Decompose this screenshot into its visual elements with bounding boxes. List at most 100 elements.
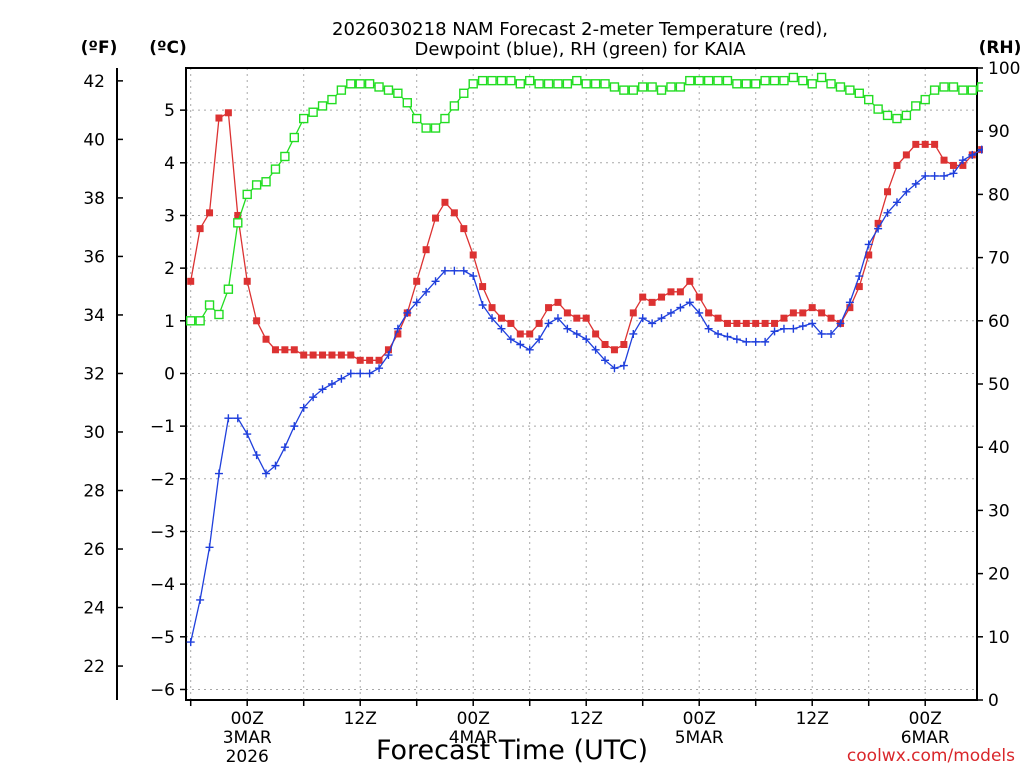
rh-point — [675, 82, 686, 92]
rh-point — [967, 85, 977, 95]
temperature-point — [460, 225, 468, 233]
rh-tick-label: 50 — [988, 375, 1010, 395]
rh-point — [816, 72, 827, 83]
dewpoint-point — [497, 324, 506, 333]
rh-point — [647, 82, 657, 92]
temperature-point — [714, 314, 722, 322]
dewpoint-point — [582, 335, 591, 344]
temperature-point — [450, 209, 458, 217]
dewpoint-point — [770, 327, 779, 336]
x-tick-date: 6MAR — [901, 728, 950, 748]
dewpoint-point — [186, 638, 195, 647]
dewpoint-point — [553, 314, 562, 323]
dewpoint-point — [271, 461, 280, 470]
temperature-point — [723, 319, 731, 327]
temperature-point — [497, 314, 505, 322]
celsius-tick-label: 4 — [164, 154, 175, 174]
dewpoint-point — [243, 430, 252, 439]
rh-point — [223, 284, 234, 294]
rh-point — [393, 88, 403, 98]
dewpoint-point — [798, 322, 807, 331]
temperature-point — [639, 293, 647, 301]
dewpoint-point — [968, 150, 977, 159]
rh-tick-label: 60 — [988, 312, 1010, 332]
rh-point — [939, 82, 949, 92]
dewpoint-point — [892, 198, 901, 207]
temperature-point — [563, 309, 571, 317]
celsius-tick-label: −6 — [150, 680, 175, 700]
temperature-point — [384, 346, 392, 354]
rh-point — [289, 132, 299, 143]
rh-point — [882, 110, 893, 121]
rh-point — [619, 85, 629, 95]
rh-point — [327, 94, 337, 105]
temperature-point — [780, 314, 788, 322]
dewpoint-point — [196, 595, 205, 604]
dewpoint-point — [544, 319, 553, 328]
dewpoint-point — [657, 314, 666, 323]
dewpoint-point — [572, 329, 581, 338]
rh-point — [873, 104, 883, 114]
rh-point — [760, 75, 770, 86]
temperature-point — [375, 356, 383, 364]
celsius-tick-label: −1 — [150, 417, 175, 437]
rh-point — [364, 79, 375, 89]
dewpoint-point — [638, 314, 647, 323]
rh-point — [383, 85, 394, 95]
temperature-point — [422, 246, 430, 254]
x-tick-label: 00Z — [909, 709, 942, 729]
rh-point — [948, 82, 959, 92]
dewpoint-point — [205, 543, 214, 552]
temperature-point — [667, 288, 675, 296]
rh-point — [270, 164, 281, 174]
temperature-point — [629, 309, 637, 317]
temperature-point — [469, 251, 477, 259]
dewpoint-point — [233, 414, 242, 423]
temperature-point — [479, 283, 487, 291]
temperature-point — [262, 335, 270, 343]
x-tick-date: 4MAR — [449, 728, 498, 748]
rh-point — [412, 113, 422, 124]
plot-series — [186, 72, 983, 647]
dewpoint-point — [516, 340, 525, 349]
dewpoint-point — [666, 308, 675, 317]
gridlines — [186, 68, 977, 700]
dewpoint-point — [309, 393, 318, 402]
rh-point — [835, 82, 846, 92]
rh-point — [421, 123, 431, 133]
rh-point — [920, 94, 930, 105]
rh-point — [534, 79, 544, 89]
rh-point — [722, 75, 733, 86]
temperature-point — [610, 346, 618, 354]
rh-tick-label: 10 — [988, 628, 1010, 648]
temperature-point — [215, 114, 223, 122]
dewpoint-point — [422, 287, 431, 296]
celsius-tick-label: −3 — [150, 522, 175, 542]
fahrenheit-tick-label: 24 — [83, 599, 105, 619]
credit-link[interactable]: coolwx.com/models — [847, 746, 1015, 766]
temperature-point — [488, 304, 496, 312]
temperature-point — [705, 309, 713, 317]
celsius-tick-label: −4 — [150, 575, 175, 595]
dewpoint-point — [751, 337, 760, 346]
dewpoint-point — [977, 145, 983, 154]
dewpoint-point — [619, 361, 628, 370]
rh-point — [525, 75, 535, 86]
temperature-point — [535, 319, 543, 327]
dewpoint-point — [525, 345, 534, 354]
dewpoint-point — [836, 319, 845, 328]
tick-labels: −6−5−4−3−2−10123452224262830323436384042… — [83, 59, 1020, 767]
dewpoint-point — [440, 266, 449, 275]
rh-point — [440, 113, 450, 124]
rh-point — [506, 75, 516, 86]
dewpoint-point — [883, 208, 892, 217]
temperature-point — [432, 214, 440, 222]
rh-tick-label: 80 — [988, 185, 1010, 205]
dewpoint-point — [290, 422, 299, 431]
dewpoint-point — [459, 266, 468, 275]
dewpoint-point — [958, 156, 967, 165]
temperature-point — [290, 346, 298, 354]
temperature-point — [648, 298, 656, 306]
rh-point — [195, 316, 205, 326]
